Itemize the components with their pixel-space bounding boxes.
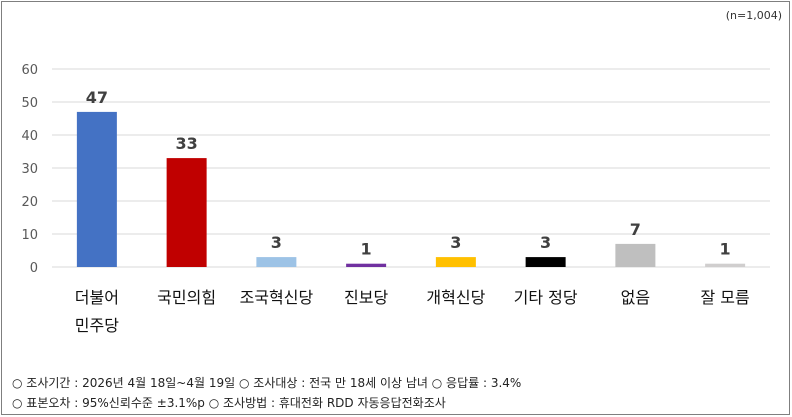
y-tick-label: 20 [21,195,38,210]
bar [346,263,387,267]
bar [76,111,117,268]
survey-note-line-2: ○ 표본오차 : 95%신뢰수준 ±3.1%p ○ 조사방법 : 휴대전화 RD… [12,396,446,410]
survey-note-line-1: ○ 조사기간 : 2026년 4월 18일~4월 19일 ○ 조사대상 : 전국… [12,376,522,390]
y-tick-label: 30 [21,162,38,177]
data-label: 3 [271,233,282,252]
category-label: 기타 정당 [514,288,578,307]
sample-size-label: (n=1,004) [725,9,782,22]
bar [615,243,656,267]
category-label: 민주당 [75,316,119,335]
y-tick-label: 40 [21,129,38,144]
bar [435,257,476,267]
category-label: 진보당 [344,288,388,307]
data-label: 3 [540,233,551,252]
data-label: 1 [720,240,731,259]
bar [166,158,207,267]
data-label: 1 [361,240,372,259]
y-tick-label: 50 [21,96,38,111]
bar [256,257,297,267]
category-label: 조국혁신당 [240,288,314,307]
y-tick-label: 10 [21,228,38,243]
category-label: 개혁신당 [426,288,485,307]
data-label: 33 [175,134,197,153]
bar [705,263,746,267]
data-label: 7 [630,220,641,239]
y-tick-label: 60 [21,63,38,78]
category-label: 잘 모름 [701,288,750,307]
data-label: 3 [450,233,461,252]
y-tick-label: 0 [30,261,38,276]
category-label: 더불어 [75,288,119,307]
data-label: 47 [86,88,108,107]
category-label: 없음 [621,288,650,307]
category-label: 국민의힘 [157,288,216,307]
bar [525,257,566,267]
